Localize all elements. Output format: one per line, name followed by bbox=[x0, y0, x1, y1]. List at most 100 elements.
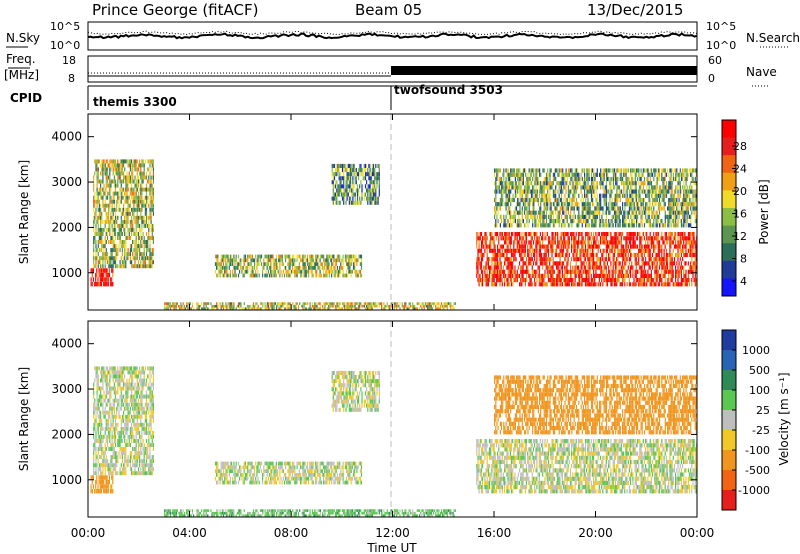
power-cell bbox=[647, 248, 649, 253]
power-cell bbox=[547, 273, 550, 278]
power-cell bbox=[372, 168, 375, 173]
power-cell bbox=[634, 282, 636, 287]
power-cell bbox=[103, 183, 105, 188]
power-cell bbox=[221, 302, 223, 305]
power-cell bbox=[150, 195, 152, 200]
power-cell bbox=[101, 248, 103, 253]
power-cell bbox=[643, 261, 645, 266]
power-cell bbox=[239, 302, 241, 305]
power-cell bbox=[101, 191, 103, 196]
power-cell bbox=[133, 232, 135, 236]
power-cell bbox=[127, 248, 129, 253]
power-cell bbox=[590, 219, 593, 224]
power-cell bbox=[576, 252, 578, 258]
power-cell bbox=[530, 168, 533, 173]
power-cell bbox=[604, 232, 606, 237]
power-cell bbox=[606, 240, 608, 245]
power-cell bbox=[355, 168, 357, 173]
power-cell bbox=[234, 258, 236, 263]
power-cell bbox=[623, 252, 625, 258]
power-cell bbox=[562, 168, 564, 173]
power-cell bbox=[94, 171, 96, 176]
power-cell bbox=[512, 252, 514, 258]
power-cell bbox=[143, 215, 145, 220]
power-cell bbox=[123, 264, 125, 269]
power-cell bbox=[109, 227, 111, 232]
power-cell bbox=[661, 261, 663, 266]
power-cell bbox=[613, 236, 615, 241]
power-cell bbox=[603, 273, 605, 278]
power-cell bbox=[216, 258, 218, 263]
power-cell bbox=[634, 232, 636, 237]
power-cell bbox=[587, 265, 589, 270]
power-cell bbox=[106, 175, 109, 180]
power-cell bbox=[141, 199, 143, 204]
power-cell bbox=[525, 232, 528, 237]
power-cell bbox=[251, 304, 253, 308]
power-cell bbox=[123, 159, 125, 164]
power-cell bbox=[593, 248, 595, 253]
power-cell bbox=[640, 248, 642, 253]
power-cell bbox=[291, 258, 294, 263]
power-cell bbox=[490, 248, 492, 253]
power-cell bbox=[345, 168, 347, 173]
power-cell bbox=[528, 197, 530, 203]
power-cell bbox=[239, 307, 241, 310]
power-cell bbox=[543, 214, 545, 219]
power-cell bbox=[299, 302, 301, 305]
power-cell bbox=[665, 269, 667, 274]
power-cell bbox=[141, 191, 143, 196]
power-cell bbox=[495, 210, 497, 215]
power-cell bbox=[497, 269, 499, 274]
power-cell bbox=[573, 185, 575, 190]
power-cell bbox=[282, 302, 285, 305]
power-cell bbox=[437, 307, 439, 310]
power-cell bbox=[173, 307, 175, 310]
power-cell bbox=[390, 302, 392, 305]
power-cell bbox=[529, 197, 531, 203]
power-cell bbox=[692, 252, 694, 258]
power-cell bbox=[657, 273, 659, 278]
power-cell bbox=[591, 265, 593, 270]
power-cell bbox=[105, 203, 107, 208]
power-cell bbox=[558, 219, 560, 224]
power-cell bbox=[249, 266, 251, 270]
power-cell bbox=[525, 261, 528, 266]
power-cell bbox=[690, 261, 692, 266]
power-cell bbox=[267, 269, 269, 274]
power-cell bbox=[136, 199, 138, 204]
power-cell bbox=[660, 248, 662, 253]
power-cell bbox=[539, 168, 541, 173]
power-cell bbox=[342, 254, 344, 259]
power-cell bbox=[217, 266, 219, 270]
power-cell bbox=[500, 219, 503, 224]
power-cell bbox=[555, 176, 557, 182]
power-cell bbox=[528, 202, 530, 207]
power-cell bbox=[657, 240, 659, 245]
power-cell bbox=[589, 214, 591, 219]
power-cell bbox=[566, 248, 568, 253]
power-cell bbox=[314, 302, 316, 305]
power-cell bbox=[126, 223, 128, 228]
power-cell bbox=[656, 273, 658, 278]
power-cell bbox=[510, 219, 512, 224]
power-cell bbox=[560, 244, 562, 249]
power-cell bbox=[316, 269, 318, 274]
power-cell bbox=[114, 183, 117, 188]
power-cell bbox=[604, 185, 606, 190]
power-cell bbox=[618, 236, 620, 241]
power-cell bbox=[598, 244, 600, 249]
power-cell bbox=[103, 248, 105, 253]
power-cell bbox=[524, 282, 526, 287]
power-cell bbox=[298, 262, 300, 266]
power-cell bbox=[231, 258, 233, 263]
power-cell bbox=[142, 179, 144, 184]
power-cell bbox=[243, 273, 245, 278]
power-cell bbox=[267, 262, 269, 266]
power-cell bbox=[554, 236, 556, 241]
power-cell bbox=[536, 197, 538, 203]
power-cell bbox=[362, 304, 364, 308]
power-cell bbox=[544, 206, 546, 211]
power-cell bbox=[539, 248, 541, 253]
power-cell bbox=[131, 227, 133, 232]
